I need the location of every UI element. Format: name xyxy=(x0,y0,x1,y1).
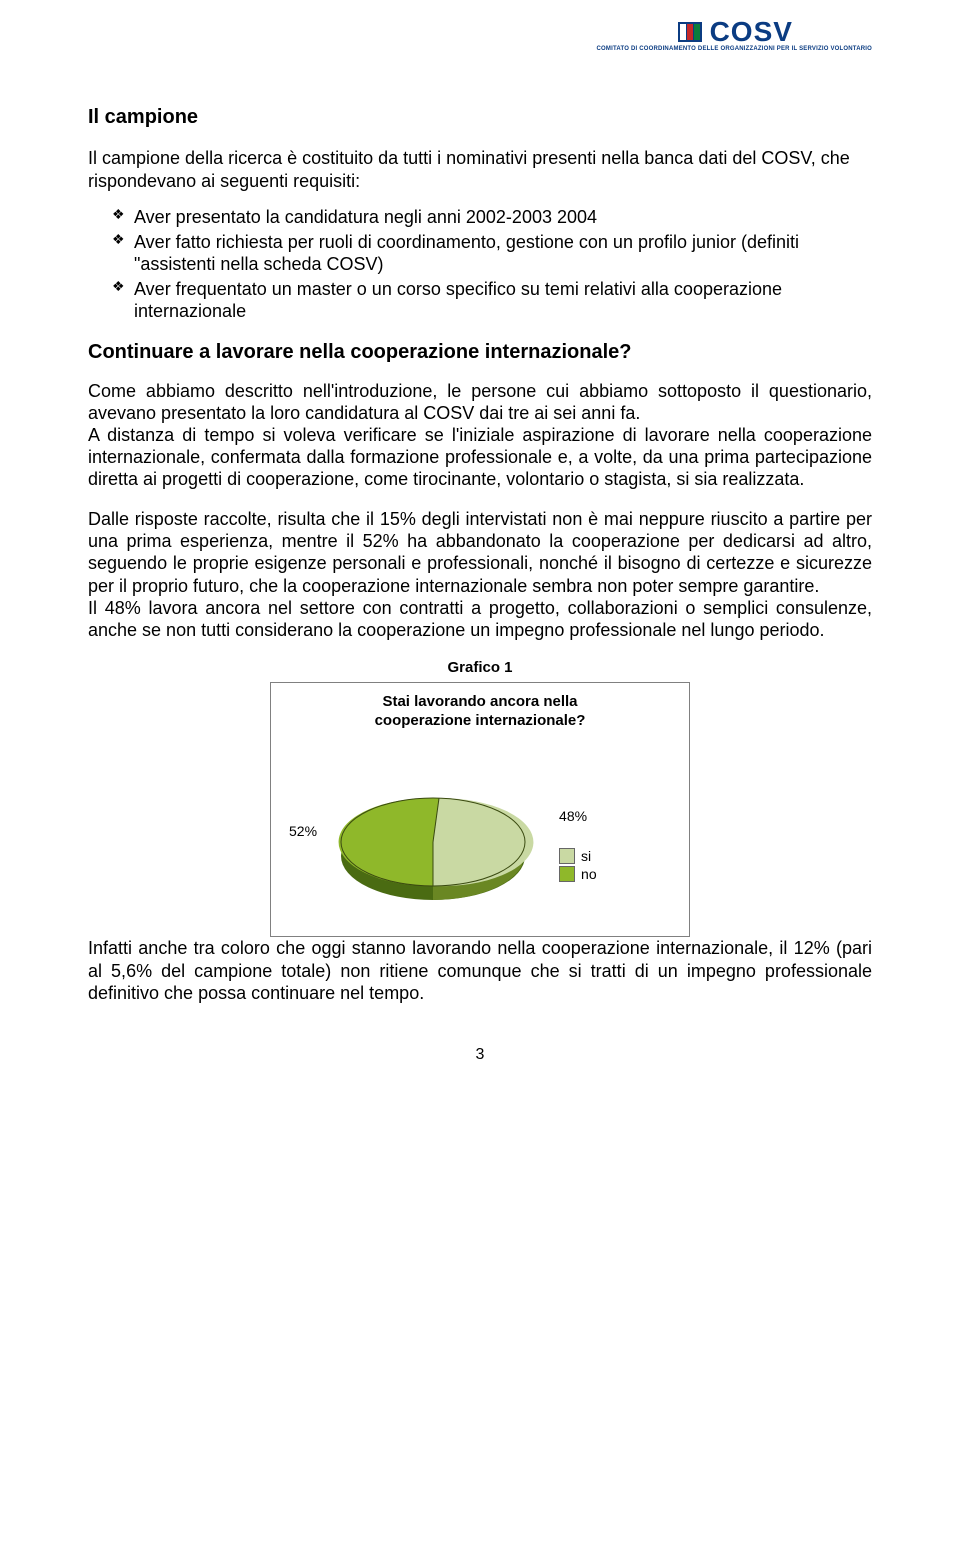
chart-title-line: Stai lavorando ancora nella xyxy=(382,693,577,710)
requirements-list: Aver presentato la candidatura negli ann… xyxy=(88,206,872,323)
legend-swatch-no xyxy=(559,866,575,882)
intro-paragraph: Il campione della ricerca è costituito d… xyxy=(88,147,872,192)
list-item: Aver presentato la candidatura negli ann… xyxy=(112,206,872,229)
legend-item-si: si xyxy=(559,848,597,864)
brand-logo: COSV COMITATO DI COORDINAMENTO DELLE ORG… xyxy=(597,16,873,52)
body-text: Il 48% lavora ancora nel settore con con… xyxy=(88,598,872,640)
mark-stripe-3 xyxy=(694,24,700,40)
page-number: 3 xyxy=(88,1022,872,1064)
body-text: Dalle risposte raccolte, risulta che il … xyxy=(88,509,872,595)
chart-title-line: cooperazione internazionale? xyxy=(375,712,586,729)
page-root: COSV COMITATO DI COORDINAMENTO DELLE ORG… xyxy=(0,0,960,1567)
brand-logo-row: COSV xyxy=(676,16,793,48)
body-text: A distanza di tempo si voleva verificare… xyxy=(88,425,872,489)
body-paragraph: Infatti anche tra coloro che oggi stanno… xyxy=(88,937,872,1003)
section-heading: Il campione xyxy=(88,106,872,129)
mark-stripe-2 xyxy=(687,24,693,40)
legend-label: no xyxy=(581,866,597,882)
chart-pie-row: 52% 48% xyxy=(289,770,671,920)
list-item: Aver fatto richiesta per ruoli di coordi… xyxy=(112,231,872,276)
chart-title: Stai lavorando ancora nella cooperazione… xyxy=(289,693,671,731)
pie-slice-si xyxy=(433,799,533,887)
list-item: Aver frequentato un master o un corso sp… xyxy=(112,278,872,323)
pie-label-no: 52% xyxy=(289,823,317,839)
header-bar: COSV COMITATO DI COORDINAMENTO DELLE ORG… xyxy=(88,0,872,106)
pie-label-si: 48% xyxy=(559,808,597,824)
chart-container: Stai lavorando ancora nella cooperazione… xyxy=(270,682,690,938)
mark-stripe-1 xyxy=(680,24,686,40)
brand-mark-icon xyxy=(676,18,704,46)
body-paragraph: Come abbiamo descritto nell'introduzione… xyxy=(88,380,872,491)
chart-figure-label: Grafico 1 xyxy=(88,659,872,676)
chart-legend: si no xyxy=(559,848,597,882)
question-heading: Continuare a lavorare nella cooperazione… xyxy=(88,341,872,364)
body-text: Come abbiamo descritto nell'introduzione… xyxy=(88,381,872,423)
body-paragraph: Dalle risposte raccolte, risulta che il … xyxy=(88,508,872,641)
pie-chart xyxy=(323,770,543,920)
legend-item-no: no xyxy=(559,866,597,882)
brand-subtitle: COMITATO DI COORDINAMENTO DELLE ORGANIZZ… xyxy=(597,46,873,52)
legend-swatch-si xyxy=(559,848,575,864)
brand-name: COSV xyxy=(710,16,793,48)
pie-right-column: 48% si no xyxy=(559,808,597,882)
legend-label: si xyxy=(581,848,591,864)
